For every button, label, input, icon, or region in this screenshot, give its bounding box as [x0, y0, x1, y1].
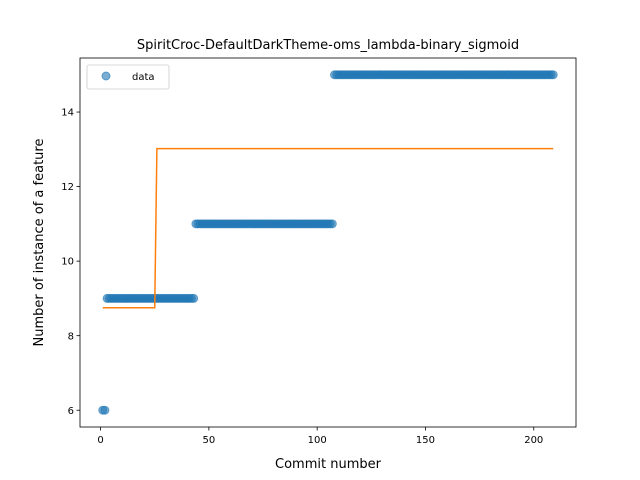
plot-area — [80, 58, 576, 427]
y-tick-label: 12 — [61, 182, 74, 193]
y-tick-label: 6 — [68, 406, 74, 417]
legend-label-data: data — [132, 72, 155, 83]
data-point — [100, 405, 110, 415]
y-tick-label: 10 — [61, 257, 74, 268]
x-tick-label: 0 — [97, 435, 103, 446]
x-axis-ticks: 0 50 100 150 200 — [97, 427, 543, 446]
x-tick-label: 200 — [524, 435, 543, 446]
y-tick-label: 14 — [61, 108, 74, 119]
data-point — [327, 219, 337, 229]
x-tick-label: 50 — [203, 435, 216, 446]
x-axis-label: Commit number — [275, 457, 382, 472]
data-marks — [98, 70, 558, 415]
y-axis-label: Number of instance of a feature — [32, 139, 47, 347]
legend-marker-data — [101, 71, 111, 81]
fit-line — [102, 147, 554, 309]
x-tick-label: 100 — [308, 435, 327, 446]
y-tick-label: 8 — [68, 331, 74, 342]
y-axis-ticks: 6 8 10 12 14 — [61, 108, 80, 417]
chart-title: SpiritCroc-DefaultDarkTheme-oms_lambda-b… — [137, 38, 519, 53]
legend: data — [86, 64, 170, 90]
legend-box — [86, 64, 170, 90]
x-tick-label: 150 — [416, 435, 435, 446]
data-point — [189, 293, 199, 303]
data-point — [548, 70, 558, 80]
plot-frame — [79, 57, 577, 428]
